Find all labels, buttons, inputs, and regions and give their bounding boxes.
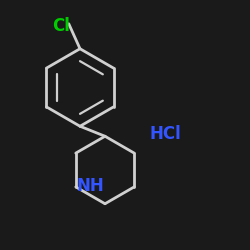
- Text: Cl: Cl: [52, 17, 70, 35]
- Text: HCl: HCl: [149, 125, 181, 143]
- Text: NH: NH: [76, 177, 104, 195]
